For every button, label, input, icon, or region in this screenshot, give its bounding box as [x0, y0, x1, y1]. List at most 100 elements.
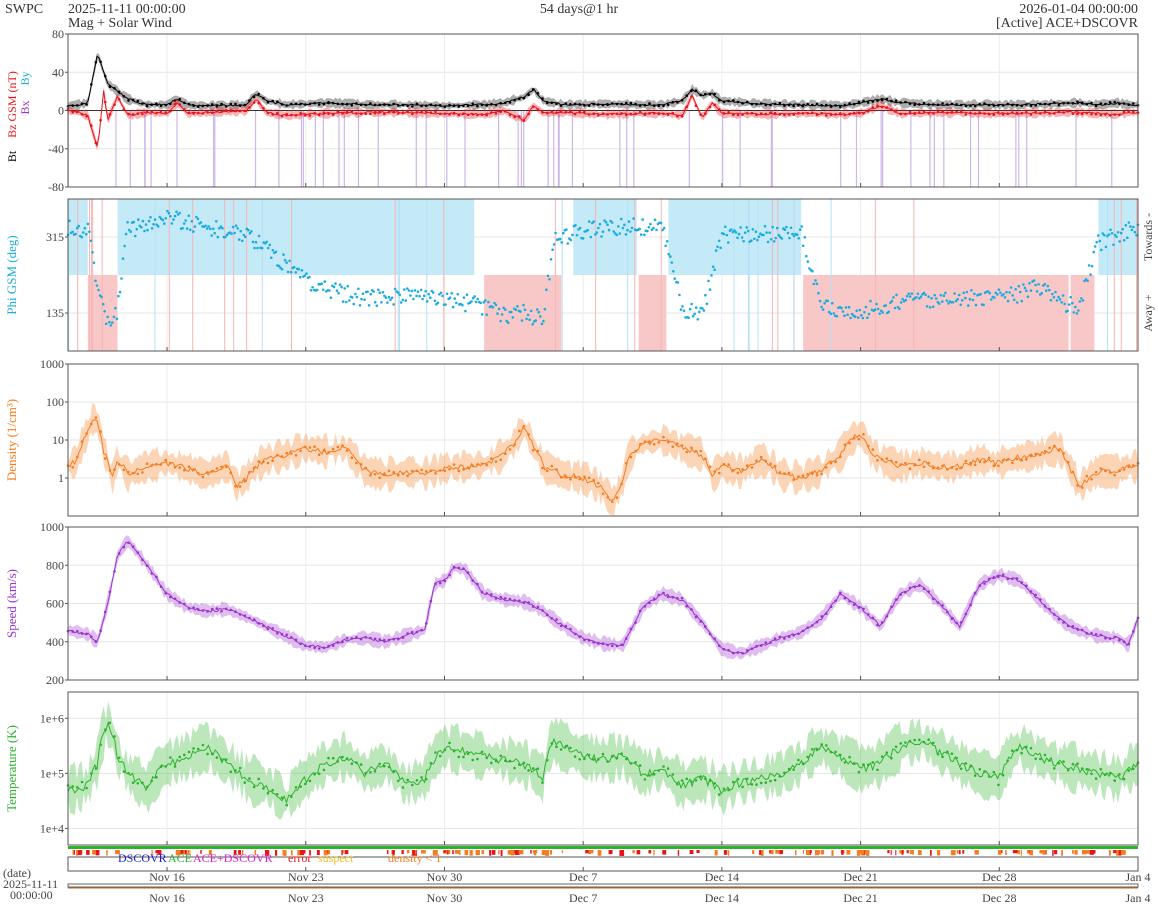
phi-data-point	[988, 291, 991, 295]
temperature-data-point	[359, 763, 363, 766]
date-value: 2025-11-11	[3, 877, 58, 891]
phi-data-point	[378, 291, 382, 295]
phi-data-point	[890, 299, 894, 303]
phi-data-point	[667, 252, 670, 256]
mag-data-point	[299, 112, 302, 115]
xaxis-tick-label: Nov 23	[288, 870, 324, 884]
mag-data-point	[978, 111, 982, 114]
mag-data-point	[448, 113, 451, 116]
status-flag-mark	[291, 850, 293, 856]
phi-data-point	[480, 313, 484, 316]
mag-data-point	[359, 112, 363, 115]
phi-data-point	[106, 315, 109, 319]
phi-data-point	[821, 308, 825, 311]
density-data-point	[127, 470, 130, 474]
density-data-point	[215, 467, 219, 470]
temperature-data-point	[634, 761, 637, 764]
mag-data-point	[322, 102, 326, 106]
mag-data-point	[983, 112, 986, 115]
mag-data-point	[373, 103, 377, 107]
mag-data-point	[913, 112, 916, 115]
temperature-data-point	[597, 758, 600, 761]
phi-data-point	[707, 279, 710, 283]
density-data-point	[1099, 467, 1103, 470]
speed-data-point	[978, 584, 982, 587]
phi-data-point	[630, 226, 634, 230]
mag-data-point	[978, 103, 982, 106]
phi-towards-band	[1098, 199, 1138, 275]
phi-data-point	[167, 211, 171, 215]
phi-data-point	[494, 303, 498, 307]
mag-data-point	[1053, 101, 1056, 104]
density-data-point	[85, 432, 88, 435]
status-flag-mark	[183, 850, 187, 855]
temperature-data-point	[401, 786, 405, 789]
phi-data-point	[737, 232, 741, 236]
phi-data-point	[487, 300, 490, 304]
mag-data-point	[890, 99, 893, 103]
phi-data-point	[823, 301, 826, 305]
phi-data-point	[254, 240, 258, 244]
mag-data-point	[666, 103, 670, 107]
phi-data-point	[282, 253, 285, 256]
density-data-point	[308, 446, 312, 449]
phi-data-point	[311, 286, 314, 289]
mag-data-point	[987, 113, 991, 116]
speed-data-point	[234, 610, 237, 613]
density-data-point	[443, 469, 447, 473]
mag-data-point	[722, 112, 726, 115]
phi-data-point	[294, 271, 298, 274]
phi-data-point	[873, 308, 877, 312]
phi-data-point	[341, 300, 345, 303]
timeline-tick-label: Jan 4	[1126, 891, 1151, 905]
speed-data-point	[415, 630, 419, 634]
status-flag-mark	[795, 850, 797, 856]
phi-data-point	[1130, 228, 1134, 232]
mag-data-point	[1034, 110, 1037, 114]
mag-data-point	[922, 101, 926, 105]
temperature-data-point	[257, 777, 261, 781]
temperature-data-point	[85, 786, 88, 790]
speed-data-point	[699, 620, 702, 623]
density-data-point	[1108, 471, 1112, 474]
speed-data-point	[141, 558, 144, 561]
speed-data-point	[787, 635, 791, 638]
speed-data-point	[220, 610, 223, 613]
speed-data-point	[527, 601, 530, 604]
phi-data-point	[213, 231, 216, 235]
speed-data-point	[224, 607, 228, 611]
temperature-data-point	[210, 752, 214, 756]
mag-data-point	[443, 112, 447, 116]
phi-data-point	[653, 218, 657, 222]
speed-ytick-label: 600	[46, 597, 64, 611]
status-flag-mark	[95, 850, 100, 856]
mag-data-point	[201, 104, 205, 108]
density-data-point	[769, 462, 772, 466]
phi-data-point	[178, 211, 181, 215]
phi-data-point	[185, 227, 189, 230]
temperature-data-point	[150, 779, 153, 783]
density-data-point	[131, 471, 135, 475]
density-data-point	[420, 468, 423, 472]
density-data-point	[103, 457, 107, 460]
phi-data-point	[68, 219, 71, 223]
mag-data-point	[145, 104, 149, 108]
phi-data-point	[607, 228, 611, 232]
status-flag-mark	[412, 850, 418, 856]
mag-data-point	[159, 104, 163, 108]
phi-data-point	[380, 301, 383, 304]
mag-data-point	[527, 93, 530, 96]
mag-data-point	[680, 98, 684, 102]
mag-data-point	[866, 101, 870, 104]
phi-data-point	[95, 284, 99, 287]
mag-data-point	[573, 112, 577, 116]
speed-data-point	[136, 551, 140, 554]
phi-data-point	[146, 228, 149, 232]
density-data-point	[666, 440, 670, 444]
temperature-data-point	[736, 777, 740, 781]
mag-data-point	[718, 98, 721, 102]
mag-data-point	[1020, 112, 1023, 115]
density-data-point	[694, 450, 698, 453]
mag-data-point	[918, 111, 921, 114]
phi-data-point	[118, 290, 122, 294]
